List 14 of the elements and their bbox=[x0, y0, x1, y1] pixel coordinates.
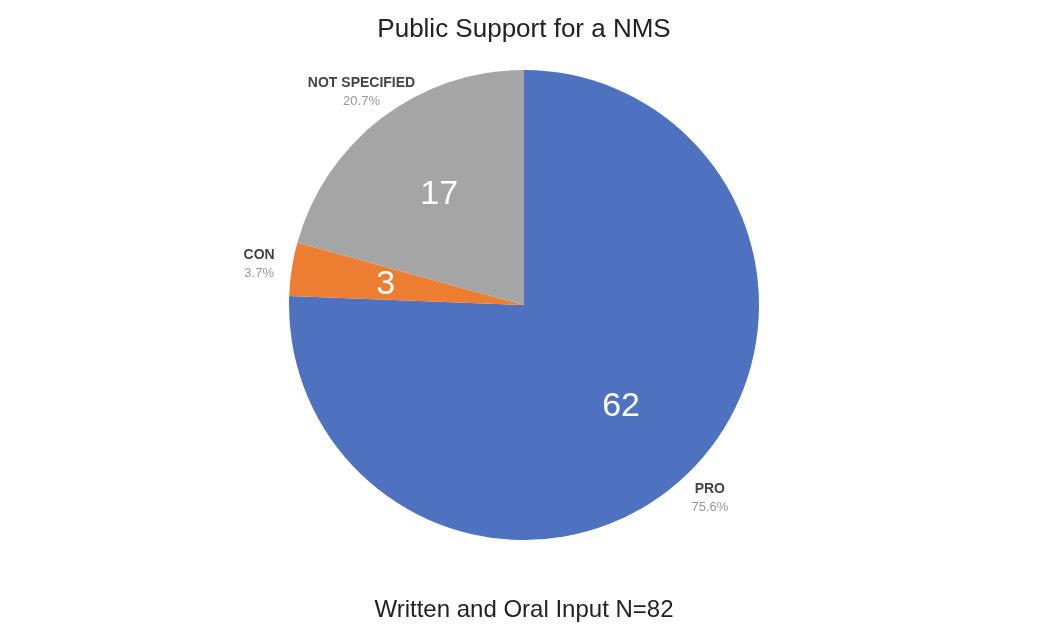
slice-label: PRO bbox=[694, 480, 726, 497]
slice-label: NOT SPECIFIED bbox=[307, 73, 416, 90]
text: 20.7% bbox=[343, 92, 380, 108]
pie-slice bbox=[289, 70, 759, 540]
pie-slice bbox=[289, 242, 524, 305]
text: 3.7% bbox=[244, 265, 274, 281]
text: 75.6% bbox=[691, 499, 729, 515]
pie-slice bbox=[297, 70, 524, 305]
data-label: 3 bbox=[376, 262, 396, 301]
slice-label: CON bbox=[243, 246, 275, 263]
data-label: 17 bbox=[420, 172, 459, 211]
data-label: 62 bbox=[602, 384, 640, 423]
text: Written and Oral Input N=82 bbox=[374, 595, 674, 622]
chart-title: Public Support for a NMS bbox=[377, 13, 671, 43]
